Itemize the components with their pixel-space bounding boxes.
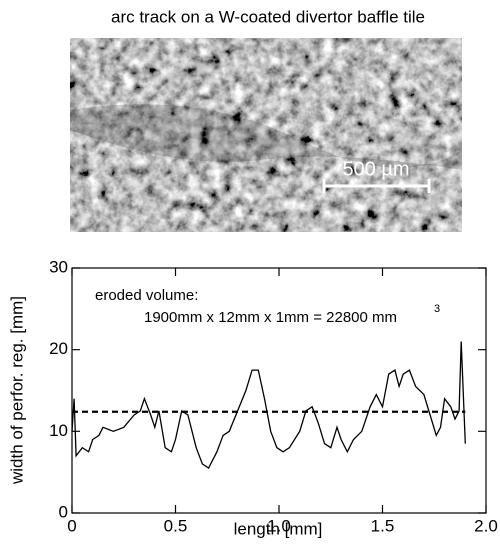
- scale-bar-label: 500 µm: [342, 158, 409, 180]
- y-tick-label: 20: [49, 339, 68, 358]
- sem-image: [70, 38, 462, 232]
- y-tick-label: 0: [59, 502, 68, 521]
- x-tick-label: 0.5: [164, 516, 188, 535]
- x-tick-label: 1.0: [267, 516, 291, 535]
- data-line: [72, 342, 465, 469]
- y-axis-label: width of perfor. reg. [mm]: [7, 296, 26, 485]
- x-tick-label: 0: [67, 516, 76, 535]
- image-caption: arc track on a W-coated divertor baffle …: [111, 7, 425, 26]
- figure: arc track on a W-coated divertor baffle …: [0, 0, 500, 540]
- plot-frame: [72, 268, 486, 513]
- x-tick-label: 2.0: [474, 516, 498, 535]
- annotation: eroded volume:: [95, 287, 198, 304]
- x-tick-label: 1.5: [371, 516, 395, 535]
- annotation: 1900mm x 12mm x 1mm = 22800 mm: [144, 309, 397, 326]
- y-tick-label: 30: [49, 257, 68, 276]
- y-tick-label: 10: [49, 421, 68, 440]
- annotation-superscript: 3: [434, 303, 440, 315]
